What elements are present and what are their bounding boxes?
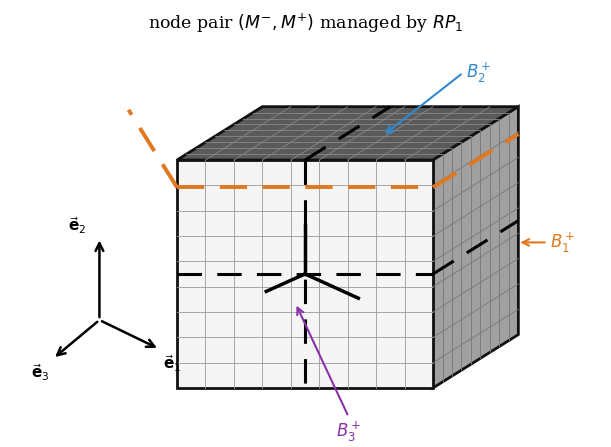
Text: $B_3^+$: $B_3^+$	[336, 420, 361, 444]
Text: $B_1^+$: $B_1^+$	[551, 230, 576, 255]
Text: $\vec{\mathbf{e}}_2$: $\vec{\mathbf{e}}_2$	[68, 215, 86, 236]
Text: node pair $\left(M^{-},M^{+}\right)$ managed by $RP_1$: node pair $\left(M^{-},M^{+}\right)$ man…	[148, 12, 463, 35]
Polygon shape	[177, 107, 518, 160]
Text: $B_2^+$: $B_2^+$	[466, 61, 491, 85]
Text: $\vec{\mathbf{e}}_1$: $\vec{\mathbf{e}}_1$	[163, 353, 181, 374]
Polygon shape	[433, 107, 518, 388]
Text: $\vec{\mathbf{e}}_3$: $\vec{\mathbf{e}}_3$	[31, 363, 49, 384]
Polygon shape	[177, 160, 433, 388]
